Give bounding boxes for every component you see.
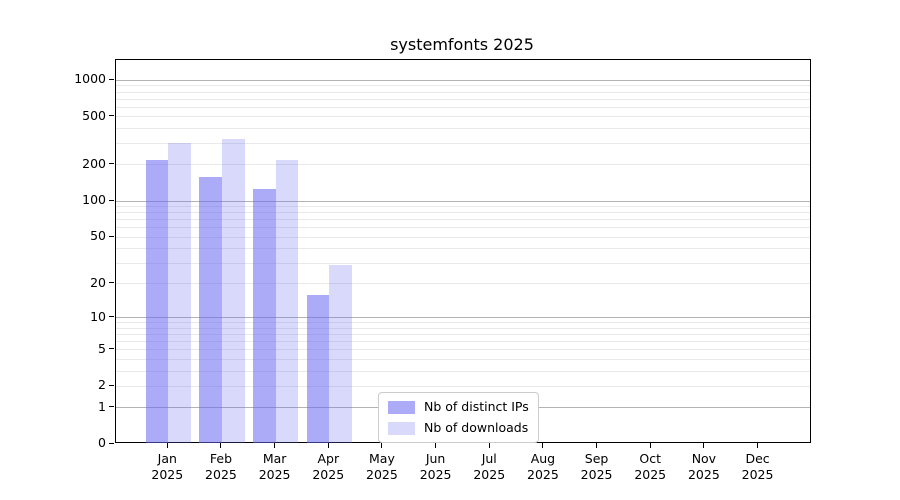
x-tick-mark — [435, 443, 437, 448]
x-tick-mark — [596, 443, 598, 448]
x-tick-mark — [166, 443, 168, 448]
bar-apr-downloads — [329, 264, 352, 443]
minor-gridline — [115, 341, 810, 343]
y-tick-label-1: 1 — [98, 398, 106, 414]
bar-mar-distinct-ips — [253, 189, 276, 443]
chart-title: systemfonts 2025 — [390, 35, 534, 54]
major-gridline — [115, 200, 810, 202]
x-tick-label-jan: Jan 2025 — [151, 451, 184, 482]
x-tick-mark — [542, 443, 544, 448]
x-tick-label-sep: Sep 2025 — [580, 451, 613, 482]
bar-apr-distinct-ips — [306, 294, 330, 443]
x-tick-mark — [488, 443, 490, 448]
plot-area — [114, 59, 811, 443]
y-tick-mark — [109, 115, 114, 117]
x-tick-mark — [327, 443, 329, 448]
y-tick-label-5: 5 — [98, 340, 106, 356]
x-tick-mark — [649, 443, 651, 448]
minor-gridline — [115, 206, 810, 208]
minor-gridline — [115, 227, 810, 229]
minor-gridline — [115, 248, 810, 249]
y-tick-label-0: 0 — [98, 435, 106, 450]
minor-gridline — [115, 349, 810, 351]
minor-gridline — [115, 262, 810, 264]
y-tick-mark — [109, 78, 114, 80]
x-tick-label-dec: Dec 2025 — [741, 451, 774, 482]
y-tick-mark — [109, 282, 114, 284]
y-tick-label-1000: 1000 — [74, 71, 106, 87]
minor-gridline — [115, 370, 810, 372]
legend: Nb of distinct IPs Nb of downloads — [378, 392, 539, 443]
legend-label: Nb of distinct IPs — [424, 399, 529, 414]
bar-feb-distinct-ips — [199, 177, 222, 443]
minor-gridline — [115, 98, 810, 100]
y-tick-mark — [109, 348, 114, 350]
y-tick-label-200: 200 — [82, 155, 106, 171]
minor-gridline — [115, 143, 810, 145]
x-tick-label-oct: Oct 2025 — [634, 451, 667, 482]
legend-swatch-distinct-ips — [388, 400, 415, 414]
major-gridline — [115, 79, 810, 81]
x-tick-label-feb: Feb 2025 — [205, 451, 237, 482]
x-tick-label-nov: Nov 2025 — [687, 451, 720, 482]
y-tick-label-50: 50 — [90, 228, 106, 243]
bar-feb-downloads — [221, 138, 245, 443]
x-tick-label-apr: Apr 2025 — [312, 451, 345, 482]
y-tick-label-500: 500 — [82, 107, 106, 123]
y-tick-mark — [109, 406, 114, 407]
x-tick-label-jul: Jul 2025 — [473, 451, 506, 482]
minor-gridline — [115, 327, 810, 329]
minor-gridline — [115, 322, 810, 324]
minor-gridline — [115, 334, 810, 336]
x-tick-mark — [381, 443, 383, 448]
minor-gridline — [115, 116, 810, 118]
minor-gridline — [115, 127, 810, 129]
y-tick-mark — [109, 384, 114, 386]
y-tick-label-20: 20 — [90, 274, 106, 290]
minor-gridline — [115, 358, 810, 360]
minor-gridline — [115, 385, 810, 387]
legend-row: Nb of distinct IPs — [388, 398, 529, 416]
x-tick-mark — [220, 443, 222, 448]
x-tick-label-mar: Mar 2025 — [258, 451, 291, 482]
y-tick-label-100: 100 — [82, 192, 106, 208]
bar-mar-downloads — [275, 159, 299, 443]
x-tick-mark — [703, 443, 705, 448]
bar-jan-distinct-ips — [145, 159, 169, 443]
minor-gridline — [115, 91, 810, 93]
x-tick-label-aug: Aug 2025 — [527, 451, 559, 482]
y-tick-mark — [109, 442, 114, 444]
minor-gridline — [115, 236, 810, 238]
y-tick-mark — [109, 163, 114, 165]
bar-jan-downloads — [168, 142, 191, 443]
major-gridline — [115, 317, 810, 319]
y-tick-label-10: 10 — [90, 308, 106, 324]
y-tick-mark — [109, 199, 114, 201]
legend-row: Nb of downloads — [388, 419, 529, 437]
y-tick-mark — [109, 316, 114, 318]
x-tick-label-jun: Jun 2025 — [419, 451, 452, 482]
minor-gridline — [115, 219, 810, 221]
minor-gridline — [115, 85, 810, 87]
y-tick-label-2: 2 — [98, 377, 106, 393]
x-tick-mark — [274, 443, 276, 448]
legend-swatch-downloads — [388, 421, 415, 435]
legend-label: Nb of downloads — [424, 420, 529, 435]
x-tick-mark — [757, 443, 759, 448]
x-tick-label-may: May 2025 — [366, 451, 398, 482]
minor-gridline — [115, 164, 810, 166]
minor-gridline — [115, 212, 810, 214]
minor-gridline — [115, 106, 810, 108]
minor-gridline — [115, 283, 810, 285]
y-tick-mark — [109, 235, 114, 237]
